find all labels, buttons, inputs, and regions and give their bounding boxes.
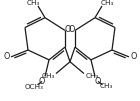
Text: CH₃: CH₃	[100, 0, 114, 6]
Text: O: O	[65, 25, 71, 34]
Text: O: O	[95, 77, 101, 86]
Text: O: O	[39, 77, 45, 86]
Text: O: O	[130, 52, 137, 61]
Text: CH₃: CH₃	[26, 0, 40, 6]
Text: CH₃: CH₃	[99, 83, 113, 89]
Text: CH₃: CH₃	[41, 74, 55, 79]
Text: O: O	[69, 25, 75, 34]
Text: O: O	[3, 52, 10, 61]
Text: CH₃: CH₃	[85, 74, 99, 79]
Text: OCH₃: OCH₃	[24, 84, 44, 90]
